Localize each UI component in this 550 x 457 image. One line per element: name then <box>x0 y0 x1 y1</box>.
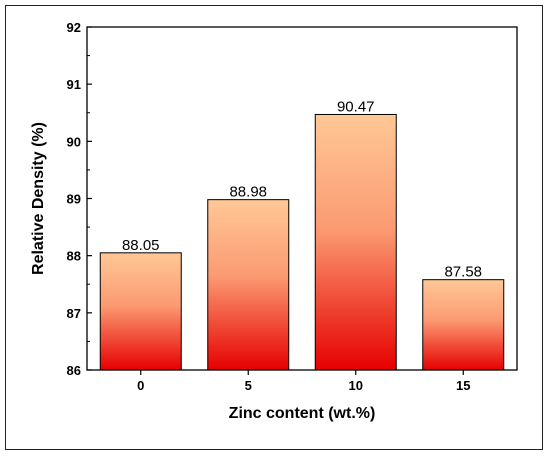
y-tick-label: 91 <box>67 77 81 92</box>
y-tick-label: 88 <box>67 249 81 264</box>
bar-10 <box>314 113 397 371</box>
y-axis-title: Relative Density (%) <box>30 122 47 275</box>
bar-5 <box>207 199 290 371</box>
data-label: 90.47 <box>337 98 375 115</box>
y-axis: 86 87 88 89 90 91 92 <box>67 20 92 378</box>
x-tick-label: 0 <box>137 378 144 393</box>
figure-frame <box>5 5 543 450</box>
bars-group <box>99 113 505 371</box>
bar-15 <box>422 279 505 371</box>
data-labels-group: 88.05 88.98 90.47 87.58 <box>122 98 482 280</box>
x-tick-label: 5 <box>245 378 252 393</box>
data-label: 87.58 <box>444 264 482 281</box>
x-tick-label: 10 <box>349 378 363 393</box>
data-label: 88.98 <box>229 184 267 201</box>
x-axis-title: Zinc content (wt.%) <box>229 405 376 422</box>
y-tick-label: 87 <box>67 306 81 321</box>
bar-0 <box>99 252 182 371</box>
x-axis: 0 5 10 15 <box>137 370 470 393</box>
y-tick-label: 92 <box>67 20 81 35</box>
data-label: 88.05 <box>122 237 160 254</box>
x-tick-label: 15 <box>456 378 470 393</box>
y-tick-label: 86 <box>67 363 81 378</box>
y-tick-label: 89 <box>67 192 81 207</box>
y-tick-label: 90 <box>67 134 81 149</box>
